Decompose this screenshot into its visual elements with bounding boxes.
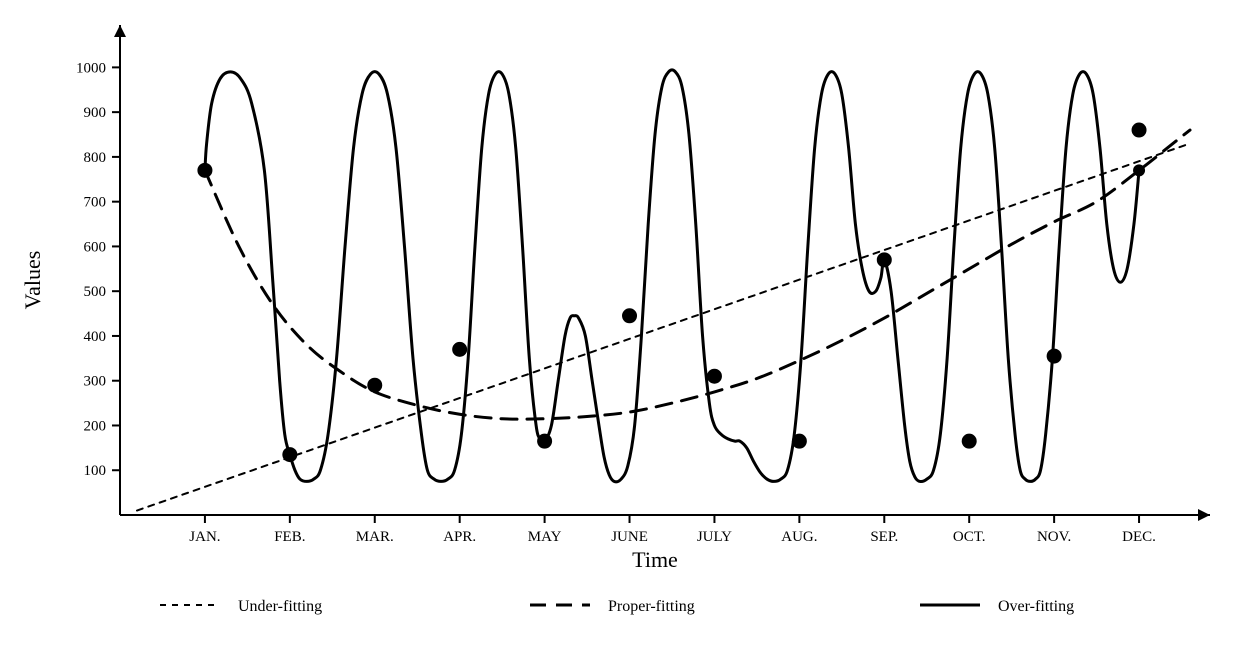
series-Over-fitting [205,70,1139,482]
x-tick-label: APR. [443,529,476,545]
x-tick-label: MAR. [356,529,394,545]
x-tick-label: OCT. [953,529,986,545]
data-point [962,434,977,449]
data-point [792,434,807,449]
y-axis-arrow [114,25,126,37]
x-tick-label: FEB. [274,529,305,545]
y-axis-title: Values [20,251,45,310]
legend-label: Proper-fitting [608,598,695,615]
data-point [1132,123,1147,138]
x-tick-label: JUNE [611,529,648,545]
data-point [282,447,297,462]
data-point [622,308,637,323]
x-tick-label: JULY [697,529,732,545]
legend-label: Under-fitting [238,598,322,615]
data-point [197,163,212,178]
x-tick-label: MAY [528,529,562,545]
legend-label: Over-fitting [998,598,1074,615]
y-tick-label: 700 [84,195,107,211]
x-tick-label: JAN. [189,529,220,545]
fitting-chart: 100 200 300 400 500 600 700 800 900 1000 JAN. FEB. M… [0,0,1245,645]
y-tick-label: 800 [84,150,107,166]
x-tick-label: NOV. [1037,529,1071,545]
y-tick-label: 100 [84,463,107,479]
x-tick-label: DEC. [1122,529,1156,545]
y-tick-label: 400 [84,329,107,345]
x-axis-title: Time [632,547,678,572]
x-tick-label: SEP. [870,529,898,545]
data-point [1047,349,1062,364]
y-tick-label: 200 [84,418,107,434]
chart-svg: 100 200 300 400 500 600 700 800 900 1000 JAN. FEB. M… [0,0,1245,645]
y-tick-label: 500 [84,284,107,300]
y-tick-label: 600 [84,239,107,255]
x-axis-arrow [1198,509,1210,521]
data-point [1133,164,1145,176]
y-tick-label: 1000 [76,60,106,76]
data-point [452,342,467,357]
data-point [537,434,552,449]
x-tick-label: AUG. [781,529,817,545]
data-point [877,252,892,267]
data-point [367,378,382,393]
y-tick-label: 300 [84,374,107,390]
y-tick-label: 900 [84,105,107,121]
data-point [707,369,722,384]
